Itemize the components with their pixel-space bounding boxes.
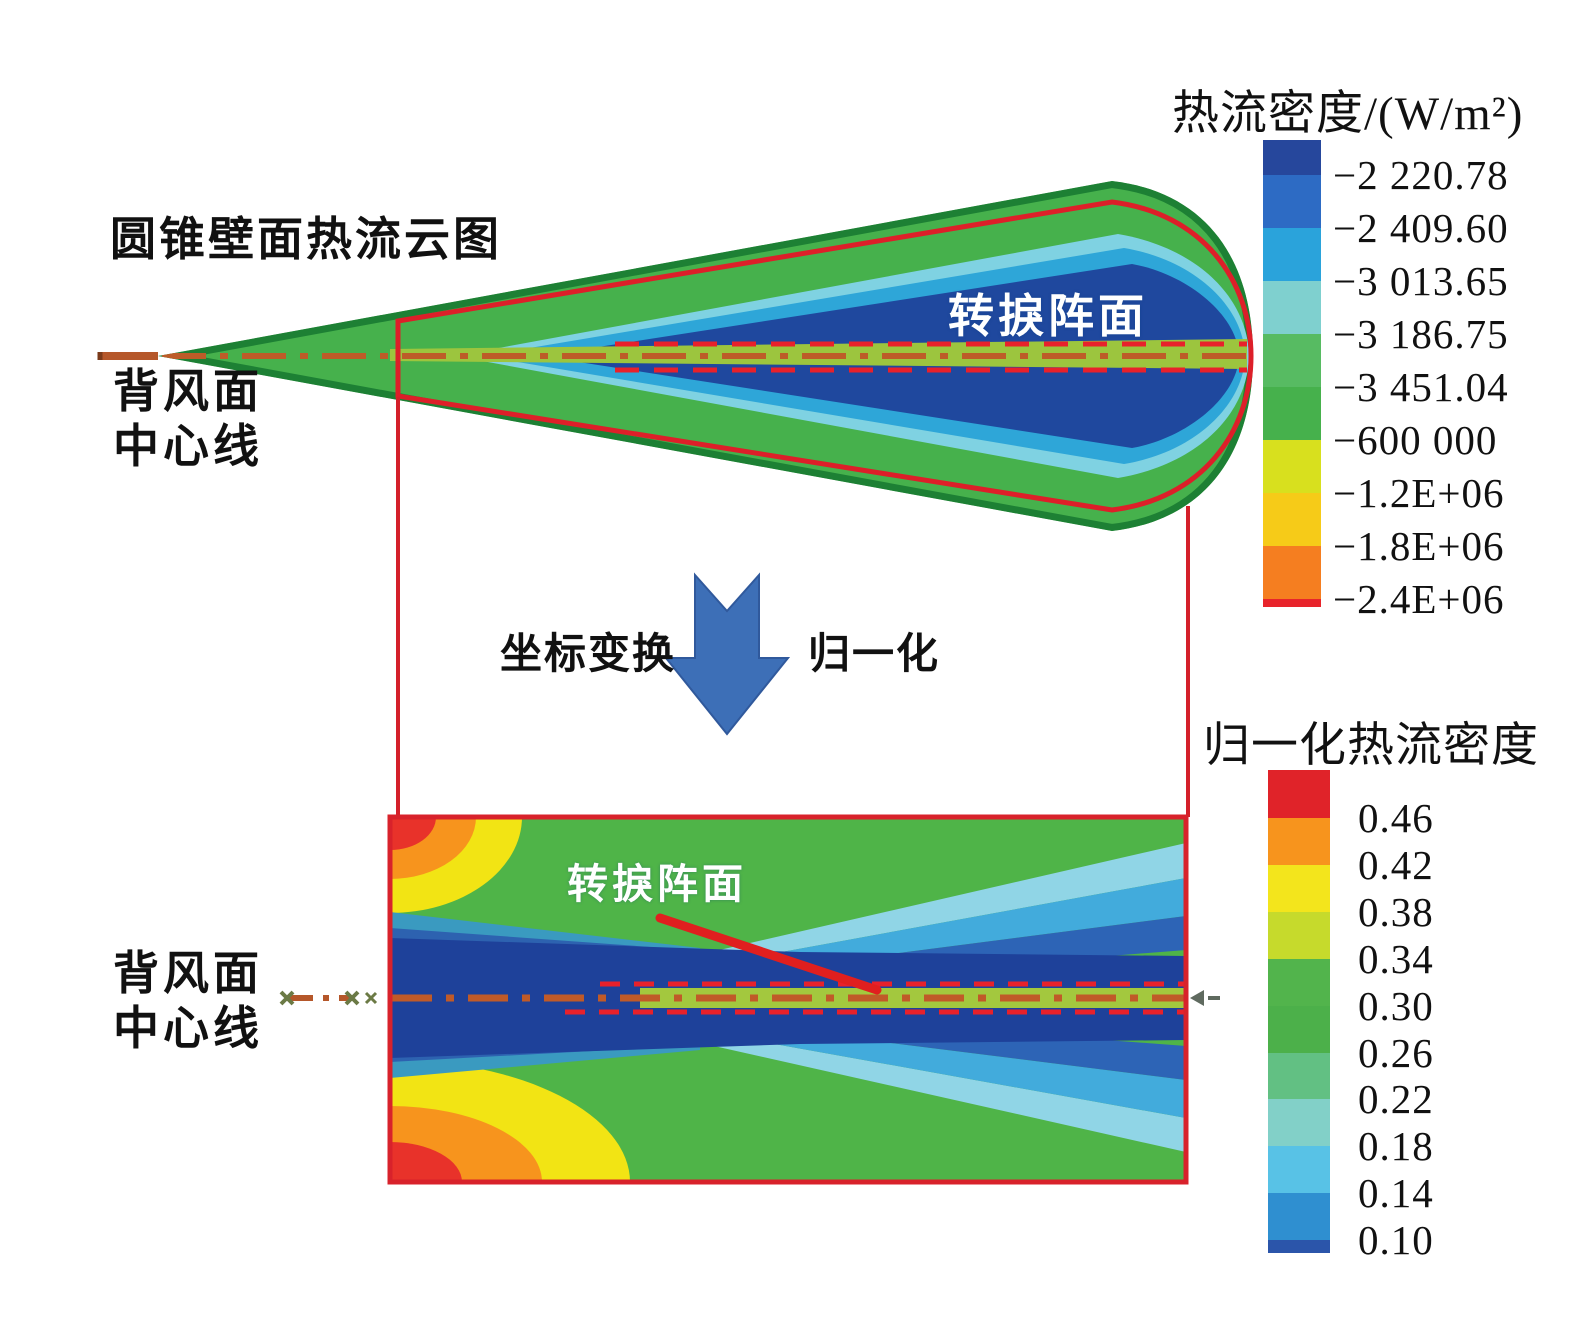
hot-corner-top-red [390, 817, 436, 850]
centerline-x-marker-lone [364, 991, 378, 1005]
colorbar-tick-label: −2.4E+06 [1333, 576, 1505, 622]
normalized-colorbar-bands [1268, 770, 1330, 1253]
transition-front-label-cone: 转捩阵面 [948, 291, 1148, 342]
hot-corner-bottom-red [390, 1142, 462, 1182]
colorband [1268, 1146, 1330, 1195]
colorbar-tick-label: −1.2E+06 [1333, 469, 1505, 516]
colorband [1268, 1239, 1330, 1253]
plot1-title: 圆锥壁面热流云图 [110, 214, 502, 265]
colorbar-tick-label: −600 000 [1333, 416, 1498, 463]
normalization-label: 归一化 [808, 632, 941, 678]
colorband [1268, 1099, 1330, 1148]
leeward-bottom-line1: 背风面 [113, 948, 263, 999]
normalized-heat-flux-colorbar: 0.46 0.42 0.38 0.34 0.30 0.26 0.22 0.18 0.14 0.10 [1268, 770, 1433, 1263]
colorband [1268, 958, 1330, 1007]
colorband [1263, 599, 1321, 607]
heat-flux-colorbar-ticks: −2 220.78 −2 409.60 −3 013.65 −3 186.75 −3 4… [1333, 140, 1583, 622]
colorbar-tick-label: 0.38 [1358, 888, 1434, 935]
centerline-x-marker-left [279, 990, 295, 1006]
colorbar-tick-label: 0.34 [1358, 935, 1434, 982]
colorband [1268, 911, 1330, 960]
normalized-heatflux-map [390, 817, 1186, 1182]
colorband [1263, 439, 1321, 494]
colorbar-tick-label: 0.46 [1358, 795, 1434, 842]
transition-front-label-plot: 转捩阵面 [567, 861, 747, 907]
colorbar1-title: 热流密度/(W/m²) [1172, 88, 1524, 140]
colorbar-tick-label: 0.26 [1358, 1029, 1434, 1076]
cone-rim-dark-green [158, 181, 1253, 531]
centerline-x-marker-mid [344, 990, 360, 1006]
normalized-colorbar-ticks: 0.46 0.42 0.38 0.34 0.30 0.26 0.22 0.18 0.14 0.10 [1358, 770, 1586, 1263]
leeward-centerline-label-top: 背风面 中心线 [113, 364, 263, 474]
colorbar2-title: 归一化热流密度 [1203, 720, 1539, 772]
colorbar-tick-label: −2 220.78 [1333, 151, 1509, 198]
colorbar-tick-label: −3 186.75 [1333, 310, 1509, 357]
colorband [1263, 492, 1321, 547]
colorband [1263, 386, 1321, 441]
colorband [1268, 1052, 1330, 1101]
colorbar-tick-label: −1.8E+06 [1333, 523, 1505, 569]
colorband [1263, 333, 1321, 388]
plot-border [387, 814, 1189, 1185]
coordinate-transform-label: 坐标变换 [500, 632, 677, 678]
cone-heatflux-surface [158, 181, 1253, 531]
colorbar-tick-label: −2 409.60 [1333, 204, 1509, 251]
colorbar-tick-label: 0.30 [1358, 982, 1434, 1029]
plot-centerline-strip [640, 988, 1186, 1008]
colorband [1263, 174, 1321, 229]
colorbar-tick-label: 0.14 [1358, 1170, 1434, 1217]
cone-transition-region-outline [395, 199, 1254, 513]
colorband [1263, 280, 1321, 335]
colorbar-tick-label: 0.42 [1358, 842, 1434, 889]
colorbar-tick-label: 0.10 [1358, 1216, 1434, 1263]
colorbar-tick-label: 0.18 [1358, 1123, 1434, 1170]
leeward-centerline-label-bottom: 背风面 中心线 [113, 946, 263, 1056]
heat-flux-colorbar: −2 220.78 −2 409.60 −3 013.65 −3 186.75 −3 4… [1263, 140, 1508, 622]
colorband [1268, 1193, 1330, 1241]
colorbar-tick-label: −3 451.04 [1333, 363, 1509, 410]
heat-flux-colorbar-bands [1263, 140, 1321, 607]
transition-front-pointer-line [655, 913, 882, 995]
colorband [1268, 770, 1330, 820]
leeward-top-line1: 背风面 [113, 366, 263, 417]
leeward-top-line2: 中心线 [113, 421, 263, 473]
colorbar-tick-label: −3 013.65 [1333, 257, 1509, 304]
colorband [1268, 865, 1330, 913]
colorband [1268, 818, 1330, 866]
colorband [1263, 140, 1321, 176]
colorband [1268, 1005, 1330, 1054]
centerline-arrowhead-right [1190, 990, 1204, 1006]
colorbar-tick-label: 0.22 [1358, 1076, 1434, 1123]
down-arrow-icon [663, 572, 791, 736]
colorband [1263, 546, 1321, 600]
colorband [1263, 227, 1321, 282]
leeward-bottom-line2: 中心线 [113, 1003, 263, 1055]
